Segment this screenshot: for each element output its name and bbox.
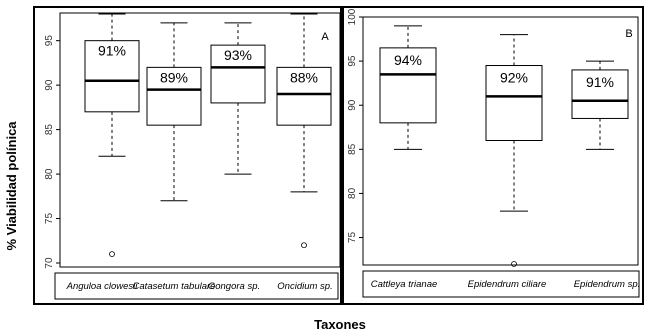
panel-a-box-2: 89% bbox=[146, 22, 202, 202]
iqr-box bbox=[379, 47, 437, 124]
panel-b-letter: B bbox=[625, 28, 632, 40]
category-label: Epidendrum sp. bbox=[574, 279, 641, 290]
panel-a-y-tick-label: 70 bbox=[44, 257, 55, 269]
category-label: Catasetum tabulare bbox=[133, 281, 216, 292]
percent-label: 91% bbox=[586, 74, 614, 90]
panel-a-frame bbox=[33, 6, 342, 305]
panel-b-y-tick-label: 75 bbox=[347, 232, 358, 244]
iqr-box bbox=[210, 44, 266, 104]
panel-a-y-tick-label: 90 bbox=[44, 79, 55, 91]
panel-a-box-3: 93% bbox=[210, 22, 266, 175]
panel-b-frame bbox=[342, 6, 644, 305]
x-axis-title: Taxones bbox=[314, 317, 366, 332]
panel-b-categories: Cattleya trianae Epidendrum ciliare Epiden… bbox=[371, 279, 641, 290]
panel-a-plot-box bbox=[59, 12, 341, 268]
percent-label: 91% bbox=[98, 43, 126, 59]
panel-a-box-4: 88% bbox=[276, 13, 332, 249]
panel-b-box-2: 92% bbox=[485, 34, 543, 267]
outlier-point bbox=[301, 242, 307, 249]
percent-label: 94% bbox=[394, 52, 422, 68]
panel-b-y-tick-label: 90 bbox=[347, 99, 358, 111]
panel-a-y-tick-label: 75 bbox=[44, 213, 55, 225]
category-label: Epidendrum ciliare bbox=[468, 279, 547, 290]
percent-label: 92% bbox=[500, 70, 528, 86]
panel-a-y-tick-label: 85 bbox=[44, 124, 55, 136]
panel-b-y-tick-label: 80 bbox=[347, 187, 358, 199]
percent-label: 89% bbox=[160, 69, 188, 85]
panel-b: 75 80 85 90 95 100 94% 92% 91% Cattleya trianae… bbox=[342, 6, 644, 305]
percent-label: 88% bbox=[290, 69, 318, 85]
panel-a-y-axis: 70 75 80 85 90 95 bbox=[44, 35, 60, 269]
panel-a: 70 75 80 85 90 95 91% 89% 93% 88% Anguloa clowes… bbox=[33, 6, 342, 305]
panel-b-y-tick-label: 85 bbox=[347, 143, 358, 155]
panel-b-y-tick-label: 100 bbox=[347, 8, 358, 25]
iqr-box bbox=[485, 65, 543, 141]
y-axis-title: % Viabilidad polínica bbox=[4, 121, 19, 251]
panel-b-plot-box bbox=[362, 16, 639, 266]
panel-b-box-1: 94% bbox=[379, 25, 437, 150]
panel-b-boxes: 94% 92% 91% bbox=[379, 25, 629, 267]
panel-a-y-tick-label: 95 bbox=[44, 35, 55, 47]
iqr-box bbox=[146, 66, 202, 126]
outlier-point bbox=[109, 251, 115, 258]
category-label: Cattleya trianae bbox=[371, 279, 438, 290]
category-label: Gongora sp. bbox=[208, 281, 260, 292]
iqr-box bbox=[276, 66, 332, 126]
category-label: Oncidium sp. bbox=[277, 281, 332, 292]
panel-b-y-axis: 75 80 85 90 95 100 bbox=[347, 8, 363, 243]
percent-label: 93% bbox=[224, 47, 252, 63]
panel-b-box-3: 91% bbox=[571, 60, 629, 150]
panel-a-y-tick-label: 80 bbox=[44, 168, 55, 180]
panel-a-boxes: 91% 89% 93% 88% bbox=[84, 13, 332, 258]
panel-a-category-box bbox=[54, 272, 339, 300]
panel-b-y-tick-label: 95 bbox=[347, 55, 358, 67]
outlier-point bbox=[511, 261, 517, 267]
iqr-box bbox=[571, 69, 629, 119]
iqr-box bbox=[84, 40, 140, 113]
panel-a-letter: A bbox=[321, 31, 329, 43]
category-label: Anguloa clowesii bbox=[66, 281, 139, 292]
panel-a-box-1: 91% bbox=[84, 13, 140, 258]
panel-b-category-box bbox=[362, 270, 640, 298]
